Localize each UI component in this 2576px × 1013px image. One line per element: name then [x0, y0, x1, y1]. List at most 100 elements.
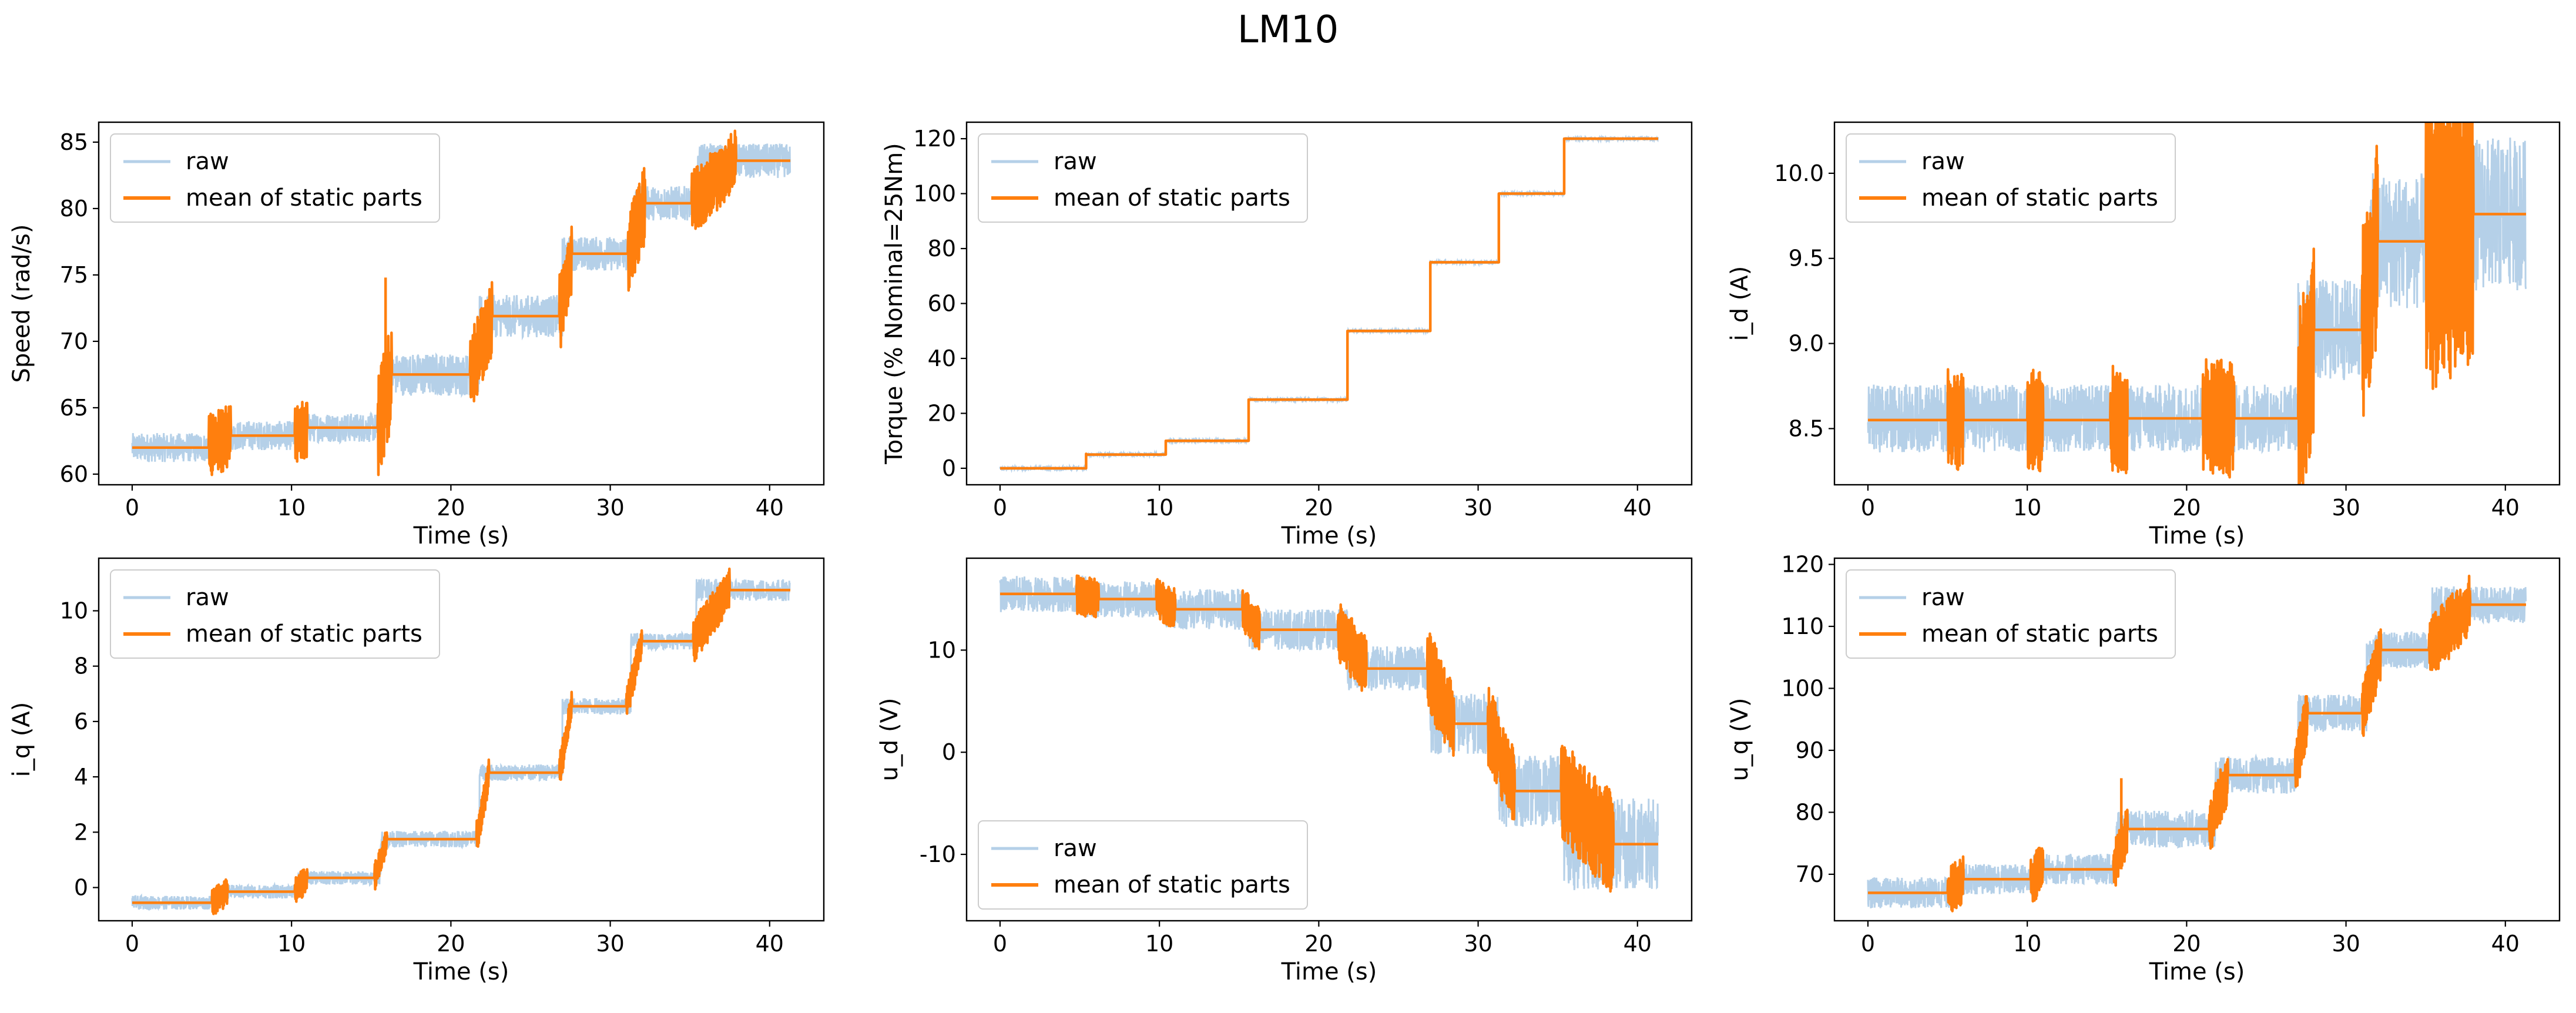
axes-frame: [965, 557, 1693, 922]
y-tick-label: 60: [928, 291, 956, 317]
x-tick-label: 20: [437, 495, 465, 521]
x-tick-label: 20: [437, 931, 465, 957]
x-tick-label: 10: [277, 495, 306, 521]
y-tick-label: 85: [60, 129, 88, 155]
legend-box: [978, 133, 1308, 223]
x-tick-label: 0: [993, 495, 1007, 521]
mean-series-line: [1000, 137, 1658, 470]
y-tick-label: 70: [60, 328, 88, 354]
y-tick-label: 110: [1781, 613, 1824, 639]
y-axis-label: Torque (% Nominal=25Nm): [881, 143, 908, 465]
x-tick-label: 20: [1304, 495, 1333, 521]
mean-series-line: [1000, 574, 1658, 893]
axes-frame: [1833, 557, 2561, 922]
raw-series-line: [999, 575, 1659, 891]
axes-frame: [98, 121, 825, 486]
legend-label: mean of static parts: [1054, 185, 1290, 212]
x-tick-label: 30: [596, 495, 624, 521]
mean-series-line: [132, 567, 790, 915]
legend-label: mean of static parts: [186, 620, 422, 648]
axes-frame: [1833, 121, 2561, 486]
x-tick-label: 30: [1464, 931, 1492, 957]
x-tick-label: 40: [2491, 495, 2520, 521]
plot-area: [1867, 574, 2527, 913]
y-axis-label: Speed (rad/s): [8, 224, 35, 383]
x-tick-label: 40: [1624, 495, 1652, 521]
x-tick-label: 30: [1464, 495, 1492, 521]
mean-series-line: [1868, 574, 2526, 913]
y-tick-label: 9.5: [1789, 246, 1824, 271]
legend-label: raw: [1921, 584, 1965, 611]
legend-label: mean of static parts: [186, 185, 422, 212]
legend: raw mean of static parts: [1846, 133, 2176, 223]
mean-series-line: [132, 129, 790, 477]
y-tick-label: 40: [928, 346, 956, 371]
subplot-4: 0 10 20 30 40 0 2 4 6 8 10 Time (s) i_q (A) raw mean o…: [8, 557, 825, 985]
plot-area: [131, 567, 791, 915]
y-tick-label: 80: [928, 236, 956, 261]
x-tick-label: 0: [1861, 495, 1875, 521]
y-tick-label: 0: [74, 874, 88, 900]
x-tick-label: 20: [2172, 495, 2201, 521]
y-tick-label: 8: [74, 653, 88, 679]
x-tick-label: 10: [1145, 931, 1173, 957]
y-tick-label: 4: [74, 764, 88, 790]
x-tick-label: 40: [756, 495, 784, 521]
subplot-6: 0 10 20 30 40 70 80 90 100 110 120 Time (s) u_q (V) r…: [1726, 552, 2561, 985]
y-tick-label: 80: [60, 196, 88, 222]
raw-series-line: [1867, 137, 2527, 455]
x-tick-label: 0: [125, 495, 139, 521]
y-axis-label: i_d (A): [1726, 266, 1753, 341]
legend-box: [1846, 569, 2176, 659]
mean-series-line: [1868, 122, 2526, 485]
y-tick-label: -10: [920, 841, 956, 867]
y-axis-label: u_d (V): [876, 697, 903, 781]
x-tick-label: 30: [2332, 931, 2360, 957]
x-axis-label: Time (s): [413, 958, 509, 985]
x-tick-label: 10: [2013, 931, 2041, 957]
y-tick-label: 6: [74, 709, 88, 734]
legend-box: [978, 820, 1308, 910]
x-tick-label: 40: [2491, 931, 2520, 957]
legend-box: [110, 569, 440, 659]
legend-label: mean of static parts: [1921, 185, 2158, 212]
y-tick-label: 65: [60, 395, 88, 421]
x-axis-label: Time (s): [1281, 958, 1377, 985]
legend: raw mean of static parts: [110, 133, 440, 223]
x-tick-label: 0: [125, 931, 139, 957]
plot-area: [999, 574, 1659, 893]
legend-label: raw: [1054, 148, 1097, 175]
y-tick-label: 10: [60, 598, 88, 623]
x-tick-label: 10: [2013, 495, 2041, 521]
y-tick-label: 90: [1796, 737, 1824, 763]
legend-label: mean of static parts: [1921, 620, 2158, 648]
x-tick-label: 20: [1304, 931, 1333, 957]
legend-label: raw: [1054, 835, 1097, 862]
y-tick-label: 120: [1781, 552, 1824, 578]
y-tick-label: 8.5: [1789, 415, 1824, 441]
x-tick-label: 0: [993, 931, 1007, 957]
y-tick-label: 0: [942, 455, 956, 481]
x-tick-label: 40: [1624, 931, 1652, 957]
x-axis-label: Time (s): [1281, 522, 1377, 549]
x-axis-label: Time (s): [2149, 522, 2245, 549]
y-axis-label: u_q (V): [1726, 697, 1753, 781]
legend: raw mean of static parts: [110, 569, 440, 659]
plot-area: [999, 134, 1659, 474]
y-tick-label: 2: [74, 819, 88, 845]
subplot-3: 0 10 20 30 40 8.5 9.0 9.5 10.0 Time (s) i_d (A) raw…: [1726, 121, 2561, 549]
plot-area: [1867, 122, 2527, 485]
x-tick-label: 0: [1861, 931, 1875, 957]
y-tick-label: 20: [928, 400, 956, 426]
legend-box: [1846, 133, 2176, 223]
x-axis-label: Time (s): [2149, 958, 2245, 985]
subplot-5: 0 10 20 30 40 -10 0 10 Time (s) u_d (V) raw mean of…: [876, 557, 1693, 985]
x-tick-label: 30: [2332, 495, 2360, 521]
x-tick-label: 40: [756, 931, 784, 957]
y-tick-label: 70: [1796, 861, 1824, 887]
x-axis-label: Time (s): [413, 522, 509, 549]
subplot-1: 0 10 20 30 40 60 65 70 75 80 85 Time (s) Speed (rad/…: [8, 121, 825, 549]
legend: raw mean of static parts: [978, 133, 1308, 223]
y-tick-label: 10.0: [1774, 160, 1824, 186]
